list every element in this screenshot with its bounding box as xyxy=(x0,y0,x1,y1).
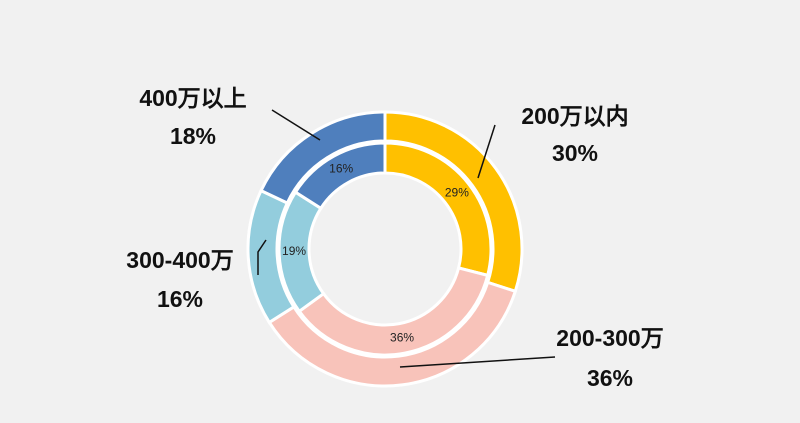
leader-line xyxy=(477,124,496,179)
category-label: 300-400万 xyxy=(126,247,233,273)
inner-label: 29% xyxy=(445,185,469,199)
category-label: 200万以内 xyxy=(521,103,628,129)
outer-label: 18% xyxy=(170,123,216,149)
outer-label: 36% xyxy=(587,365,633,391)
outer-label: 16% xyxy=(157,286,203,312)
donut-segment xyxy=(259,110,387,206)
leader-line xyxy=(399,356,556,368)
inner-label: 36% xyxy=(390,331,414,345)
category-label: 400万以上 xyxy=(139,85,246,111)
inner-label: 19% xyxy=(282,244,306,258)
category-label: 200-300万 xyxy=(556,325,663,351)
donut-segment xyxy=(293,141,387,211)
inner-label: 16% xyxy=(329,161,353,175)
leader-line xyxy=(271,109,321,141)
outer-label: 30% xyxy=(552,140,598,166)
leader-line xyxy=(257,239,267,275)
